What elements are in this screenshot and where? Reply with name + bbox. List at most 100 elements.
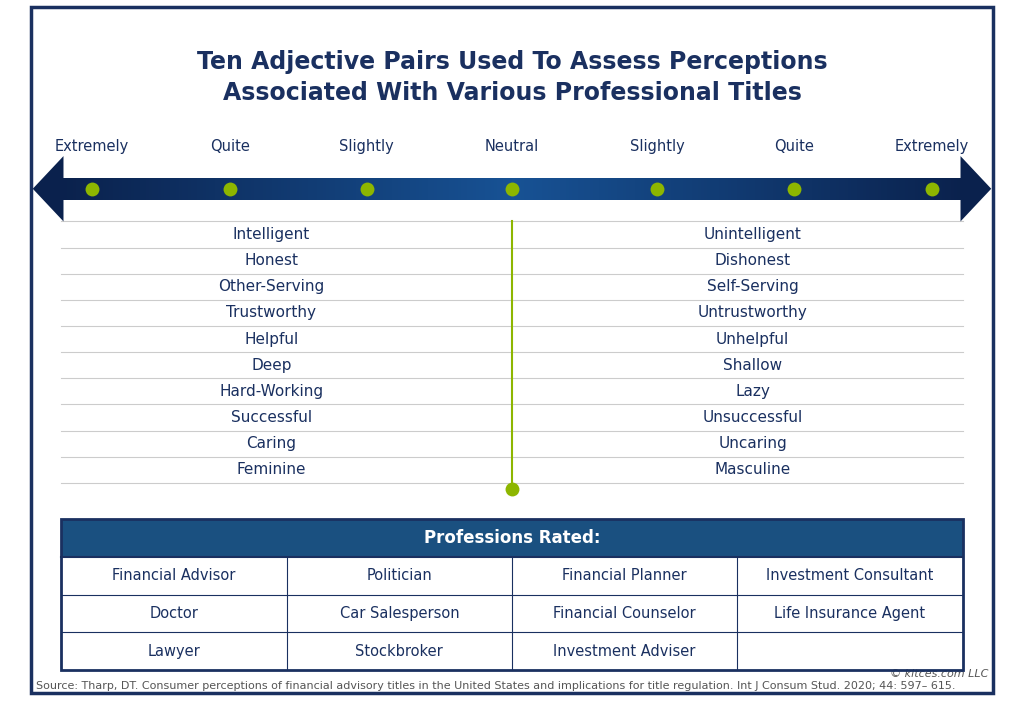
Bar (206, 178, 210, 200)
Bar (536, 178, 540, 200)
Bar (641, 178, 645, 200)
Bar (737, 178, 741, 200)
Text: Honest: Honest (245, 253, 298, 268)
Bar (437, 178, 441, 200)
Bar (170, 178, 174, 200)
Bar (278, 178, 282, 200)
Bar (494, 178, 498, 200)
Bar (380, 178, 384, 200)
Bar (896, 178, 900, 200)
Text: Associated With Various Professional Titles: Associated With Various Professional Tit… (222, 81, 802, 105)
Bar (834, 178, 838, 200)
Bar (911, 178, 915, 200)
Bar (624, 178, 627, 200)
Bar (596, 178, 600, 200)
Bar (542, 178, 546, 200)
Bar (152, 178, 156, 200)
Text: Successful: Successful (230, 410, 312, 425)
Bar (500, 178, 504, 200)
Bar (242, 178, 246, 200)
Bar (403, 178, 408, 200)
Bar (815, 178, 819, 200)
Bar (534, 178, 537, 200)
Bar (863, 178, 867, 200)
Bar (167, 178, 171, 200)
Text: Unsuccessful: Unsuccessful (702, 410, 803, 425)
Text: Deep: Deep (251, 358, 292, 372)
Bar (821, 178, 825, 200)
Bar (936, 178, 940, 200)
Bar (389, 178, 393, 200)
Text: Quite: Quite (774, 139, 813, 154)
Bar (515, 178, 519, 200)
Bar (663, 178, 667, 200)
Text: Unhelpful: Unhelpful (716, 332, 790, 346)
Bar (65, 178, 69, 200)
Bar (918, 178, 922, 200)
Bar (274, 178, 279, 200)
Bar (316, 178, 321, 200)
Bar (837, 178, 841, 200)
Bar (374, 178, 378, 200)
Bar (281, 178, 285, 200)
Bar (891, 178, 895, 200)
Bar (824, 178, 828, 200)
Bar (518, 178, 522, 200)
Text: Investment Consultant: Investment Consultant (766, 568, 934, 583)
Bar (725, 178, 729, 200)
Bar (950, 178, 954, 200)
Bar (888, 178, 892, 200)
Text: Slightly: Slightly (630, 139, 685, 154)
Bar (608, 178, 612, 200)
Bar (326, 178, 330, 200)
Bar (872, 178, 877, 200)
Bar (740, 178, 744, 200)
Bar (239, 178, 243, 200)
Bar (708, 178, 712, 200)
Bar (257, 178, 261, 200)
Bar (857, 178, 861, 200)
Bar (284, 178, 288, 200)
Bar (879, 178, 883, 200)
Bar (512, 178, 516, 200)
Bar (91, 178, 95, 200)
Bar (71, 178, 75, 200)
Bar (338, 178, 342, 200)
Bar (671, 178, 675, 200)
Bar (572, 178, 577, 200)
Bar (506, 178, 510, 200)
Polygon shape (33, 156, 63, 221)
Bar (629, 178, 633, 200)
Bar (479, 178, 483, 200)
Bar (539, 178, 543, 200)
Bar (509, 178, 513, 200)
Bar (61, 632, 963, 670)
Bar (680, 178, 684, 200)
Bar (714, 178, 717, 200)
Text: Financial Planner: Financial Planner (562, 568, 687, 583)
Bar (599, 178, 603, 200)
Bar (476, 178, 480, 200)
Bar (358, 178, 362, 200)
Bar (290, 178, 294, 200)
Bar (701, 178, 706, 200)
Bar (464, 178, 468, 200)
Bar (413, 178, 417, 200)
Bar (611, 178, 615, 200)
Bar (650, 178, 654, 200)
Bar (190, 178, 195, 200)
Bar (795, 178, 799, 200)
Bar (602, 178, 606, 200)
Bar (785, 178, 790, 200)
Bar (545, 178, 549, 200)
Bar (116, 178, 120, 200)
Bar (530, 178, 535, 200)
Bar (569, 178, 573, 200)
Bar (368, 178, 372, 200)
Bar (788, 178, 793, 200)
Text: Source: Tharp, DT. Consumer perceptions of financial advisory titles in the Unit: Source: Tharp, DT. Consumer perceptions … (36, 681, 955, 691)
Bar (61, 595, 963, 632)
Bar (271, 178, 275, 200)
Bar (812, 178, 816, 200)
Bar (683, 178, 687, 200)
